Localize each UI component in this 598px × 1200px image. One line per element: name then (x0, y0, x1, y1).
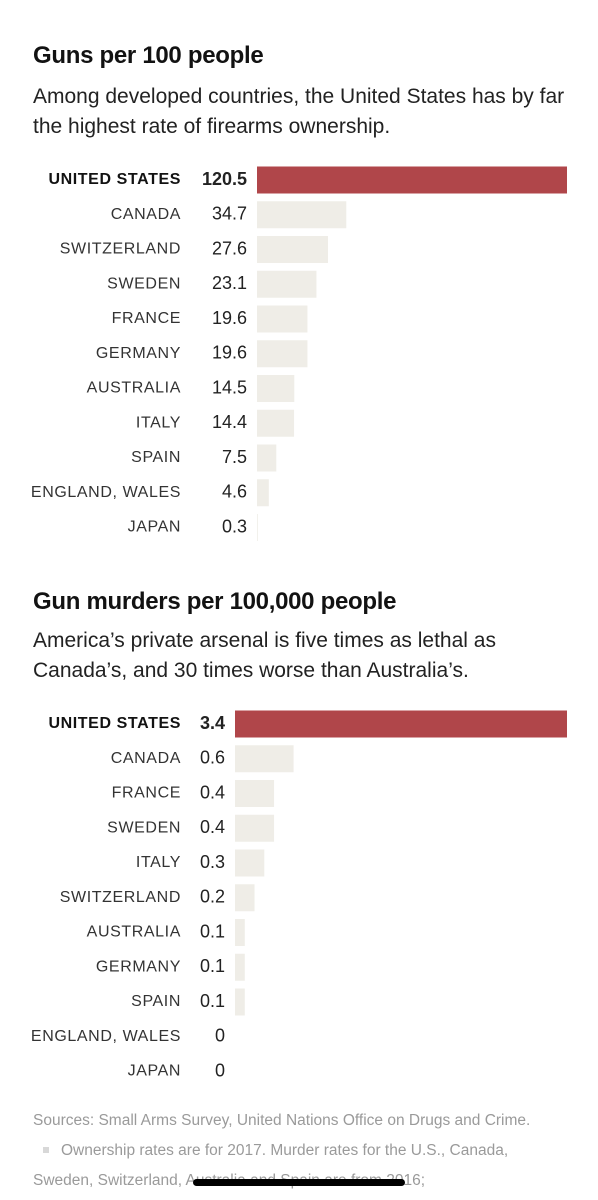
bar (257, 514, 258, 541)
value-label: 0 (215, 1026, 225, 1046)
category-label: FRANCE (112, 310, 181, 327)
category-label: CANADA (111, 206, 181, 223)
bar (235, 988, 245, 1016)
bar (235, 849, 265, 877)
bar (257, 236, 329, 263)
bar (257, 479, 269, 507)
category-label: SPAIN (131, 449, 181, 466)
category-label: SPAIN (131, 993, 181, 1010)
bar (235, 919, 245, 946)
category-label: UNITED STATES (48, 715, 181, 732)
bar (257, 270, 317, 298)
value-label: 0.4 (200, 782, 225, 802)
chart-title: Guns per 100 people (33, 42, 264, 69)
chart-subtitle: Among developed countries, the United St… (33, 85, 565, 138)
value-label: 0.3 (222, 516, 247, 536)
value-label: 0 (215, 1060, 225, 1080)
category-label: CANADA (111, 750, 181, 767)
bar (257, 340, 308, 368)
bar (235, 745, 294, 773)
value-label: 0.3 (200, 852, 225, 872)
bar (257, 201, 347, 229)
category-label: ENGLAND, WALES (31, 484, 181, 501)
chart-subtitle: America’s private arsenal is five times … (33, 629, 496, 682)
value-label: 19.6 (212, 308, 247, 328)
value-label: 34.7 (212, 204, 247, 224)
bar (257, 409, 295, 437)
bar (235, 884, 255, 912)
value-label: 27.6 (212, 238, 247, 258)
value-label: 0.1 (200, 991, 225, 1011)
separator (43, 1146, 49, 1153)
bar (257, 305, 308, 333)
chart-title: Gun murders per 100,000 people (33, 588, 397, 615)
value-label: 0.1 (200, 921, 225, 941)
category-label: AUSTRALIA (87, 380, 181, 397)
category-label: GERMANY (96, 345, 181, 362)
category-label: ENGLAND, WALES (31, 1028, 181, 1045)
category-label: JAPAN (128, 1063, 181, 1080)
bar (257, 375, 295, 402)
value-label: 0.2 (200, 887, 225, 907)
bar (235, 953, 245, 981)
category-label: SWEDEN (107, 819, 181, 836)
value-label: 0.4 (200, 817, 225, 837)
value-label: 14.4 (212, 412, 247, 432)
category-label: SWITZERLAND (60, 241, 181, 258)
category-label: SWITZERLAND (60, 889, 181, 906)
bar (235, 780, 275, 807)
bar (257, 166, 567, 194)
category-label: UNITED STATES (48, 171, 181, 188)
category-label: AUSTRALIA (87, 924, 181, 941)
value-label: 0.1 (200, 956, 225, 976)
category-label: JAPAN (128, 519, 181, 536)
home-indicator (193, 1179, 405, 1186)
value-label: 7.5 (222, 447, 247, 467)
bar (235, 814, 275, 842)
value-label: 0.6 (200, 748, 225, 768)
sources: Sources: Small Arms Survey, United Natio… (33, 1112, 531, 1129)
value-label: 19.6 (212, 343, 247, 363)
bar (257, 444, 277, 472)
category-label: SWEDEN (107, 275, 181, 292)
value-label: 23.1 (212, 273, 247, 293)
value-label: 120.5 (202, 169, 247, 189)
value-label: 3.4 (200, 713, 225, 733)
value-label: 14.5 (212, 377, 247, 397)
bar (235, 710, 567, 738)
value-label: 4.6 (222, 482, 247, 502)
category-label: GERMANY (96, 958, 181, 975)
category-label: ITALY (136, 854, 181, 871)
category-label: ITALY (136, 414, 181, 431)
category-label: FRANCE (112, 785, 181, 802)
